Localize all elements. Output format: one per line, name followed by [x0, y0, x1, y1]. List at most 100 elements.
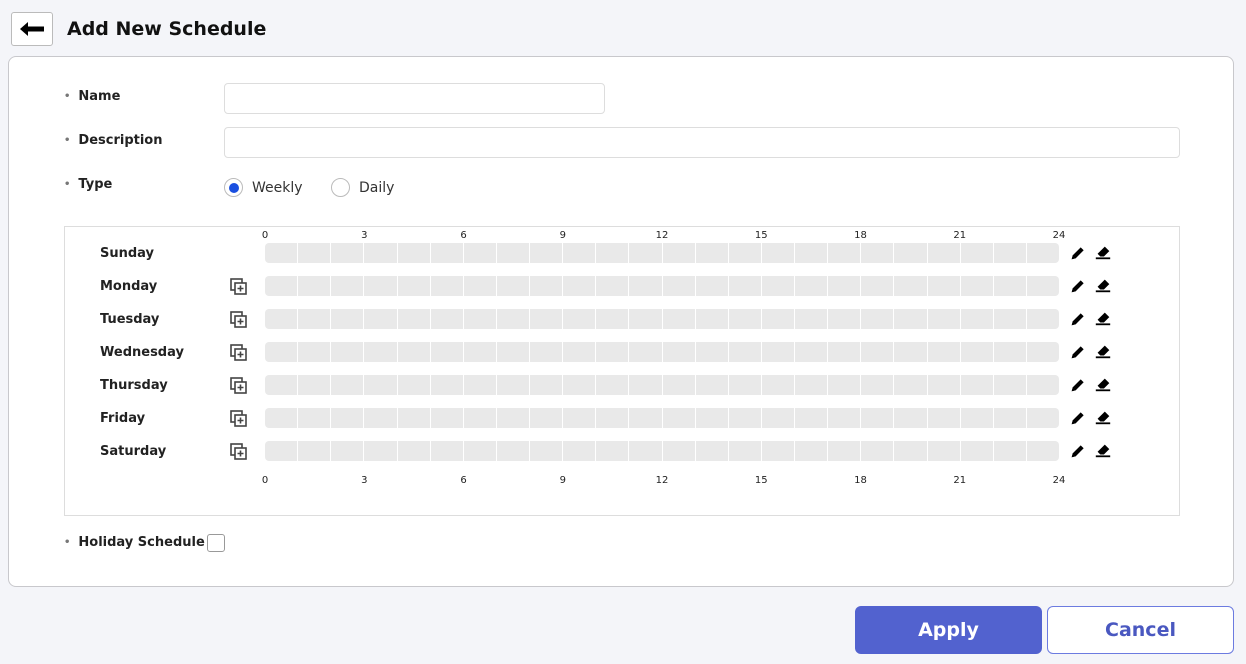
hour-cell[interactable]: [894, 441, 928, 461]
pencil-icon[interactable]: [1069, 442, 1089, 462]
hour-cell[interactable]: [364, 276, 398, 296]
hour-cell[interactable]: [464, 243, 497, 263]
hour-cell[interactable]: [431, 243, 464, 263]
hour-cell[interactable]: [398, 309, 431, 329]
hour-cell[interactable]: [994, 309, 1027, 329]
day-timeline-bar[interactable]: [265, 408, 1059, 428]
hour-cell[interactable]: [464, 276, 497, 296]
eraser-icon[interactable]: [1094, 441, 1114, 461]
hour-cell[interactable]: [298, 342, 332, 362]
hour-cell[interactable]: [464, 441, 497, 461]
hour-cell[interactable]: [961, 375, 994, 395]
hour-cell[interactable]: [928, 375, 961, 395]
hour-cell[interactable]: [994, 342, 1027, 362]
hour-cell[interactable]: [828, 342, 862, 362]
hour-cell[interactable]: [762, 276, 795, 296]
hour-cell[interactable]: [331, 309, 365, 329]
hour-cell[interactable]: [265, 243, 299, 263]
pencil-icon[interactable]: [1069, 310, 1089, 330]
hour-cell[interactable]: [1027, 243, 1059, 263]
hour-cell[interactable]: [530, 276, 564, 296]
hour-cell[interactable]: [497, 408, 530, 428]
hour-cell[interactable]: [398, 276, 431, 296]
day-timeline-bar[interactable]: [265, 342, 1059, 362]
hour-cell[interactable]: [265, 309, 299, 329]
hour-cell[interactable]: [265, 408, 299, 428]
hour-cell[interactable]: [928, 408, 961, 428]
hour-cell[interactable]: [364, 342, 398, 362]
hour-cell[interactable]: [795, 243, 829, 263]
hour-cell[interactable]: [961, 441, 994, 461]
hour-cell[interactable]: [398, 375, 431, 395]
hour-cell[interactable]: [663, 441, 696, 461]
hour-cell[interactable]: [961, 342, 994, 362]
hour-cell[interactable]: [331, 243, 365, 263]
hour-cell[interactable]: [762, 408, 795, 428]
hour-cell[interactable]: [994, 375, 1027, 395]
hour-cell[interactable]: [298, 408, 332, 428]
hour-cell[interactable]: [696, 408, 729, 428]
hour-cell[interactable]: [364, 375, 398, 395]
hour-cell[interactable]: [961, 276, 994, 296]
apply-button[interactable]: Apply: [855, 606, 1042, 654]
hour-cell[interactable]: [596, 309, 630, 329]
hour-cell[interactable]: [398, 342, 431, 362]
hour-cell[interactable]: [398, 408, 431, 428]
hour-cell[interactable]: [431, 375, 464, 395]
pencil-icon[interactable]: [1069, 343, 1089, 363]
hour-cell[interactable]: [762, 375, 795, 395]
eraser-icon[interactable]: [1094, 309, 1114, 329]
hour-cell[interactable]: [398, 441, 431, 461]
cancel-button[interactable]: Cancel: [1047, 606, 1234, 654]
hour-cell[interactable]: [497, 342, 530, 362]
copy-add-icon[interactable]: [229, 343, 249, 363]
hour-cell[interactable]: [563, 276, 597, 296]
hour-cell[interactable]: [729, 441, 762, 461]
hour-cell[interactable]: [530, 342, 564, 362]
hour-cell[interactable]: [298, 441, 332, 461]
hour-cell[interactable]: [431, 276, 464, 296]
hour-cell[interactable]: [431, 309, 464, 329]
hour-cell[interactable]: [729, 243, 762, 263]
hour-cell[interactable]: [861, 441, 895, 461]
hour-cell[interactable]: [861, 309, 895, 329]
hour-cell[interactable]: [431, 441, 464, 461]
hour-cell[interactable]: [1027, 309, 1059, 329]
hour-cell[interactable]: [928, 243, 961, 263]
pencil-icon[interactable]: [1069, 277, 1089, 297]
hour-cell[interactable]: [596, 276, 630, 296]
hour-cell[interactable]: [265, 441, 299, 461]
hour-cell[interactable]: [464, 408, 497, 428]
hour-cell[interactable]: [663, 276, 696, 296]
hour-cell[interactable]: [431, 342, 464, 362]
hour-cell[interactable]: [828, 309, 862, 329]
hour-cell[interactable]: [729, 309, 762, 329]
hour-cell[interactable]: [762, 441, 795, 461]
hour-cell[interactable]: [795, 441, 829, 461]
hour-cell[interactable]: [828, 243, 862, 263]
name-input[interactable]: [224, 83, 605, 114]
hour-cell[interactable]: [398, 243, 431, 263]
hour-cell[interactable]: [298, 375, 332, 395]
day-timeline-bar[interactable]: [265, 309, 1059, 329]
hour-cell[interactable]: [961, 408, 994, 428]
hour-cell[interactable]: [729, 342, 762, 362]
hour-cell[interactable]: [497, 309, 530, 329]
description-input[interactable]: [224, 127, 1180, 158]
copy-add-icon[interactable]: [229, 442, 249, 462]
hour-cell[interactable]: [364, 243, 398, 263]
hour-cell[interactable]: [563, 441, 597, 461]
hour-cell[interactable]: [1027, 375, 1059, 395]
hour-cell[interactable]: [265, 342, 299, 362]
hour-cell[interactable]: [762, 342, 795, 362]
hour-cell[interactable]: [828, 276, 862, 296]
hour-cell[interactable]: [364, 408, 398, 428]
hour-cell[interactable]: [629, 309, 663, 329]
hour-cell[interactable]: [894, 342, 928, 362]
hour-cell[interactable]: [596, 342, 630, 362]
hour-cell[interactable]: [795, 342, 829, 362]
hour-cell[interactable]: [663, 375, 696, 395]
pencil-icon[interactable]: [1069, 376, 1089, 396]
back-button[interactable]: [11, 12, 53, 46]
hour-cell[interactable]: [894, 375, 928, 395]
